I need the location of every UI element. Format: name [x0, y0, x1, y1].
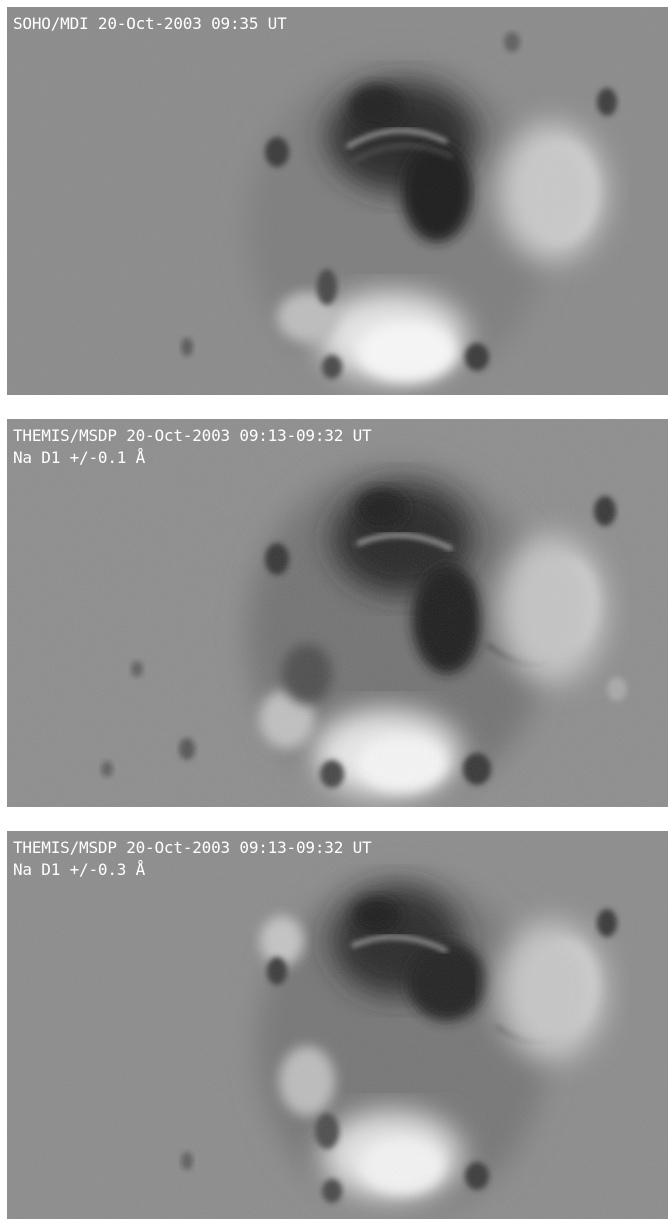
- panel-caption-line-1: THEMIS/MSDP 20-Oct-2003 09:13-09:32 UT: [13, 838, 372, 857]
- magnetogram-image: [7, 419, 668, 807]
- panel-caption-line-2: Na D1 +/-0.1 Å: [13, 448, 146, 467]
- magnetogram-panel-themis-01: THEMIS/MSDP 20-Oct-2003 09:13-09:32 UT N…: [7, 419, 668, 807]
- magnetogram-panel-themis-03: THEMIS/MSDP 20-Oct-2003 09:13-09:32 UT N…: [7, 831, 668, 1219]
- magnetogram-image: [7, 7, 668, 395]
- panel-caption-line-1: SOHO/MDI 20-Oct-2003 09:35 UT: [13, 14, 287, 33]
- panel-caption-line-1: THEMIS/MSDP 20-Oct-2003 09:13-09:32 UT: [13, 426, 372, 445]
- magnetogram-image: [7, 831, 668, 1219]
- magnetogram-panel-soho-mdi: SOHO/MDI 20-Oct-2003 09:35 UT: [7, 7, 668, 395]
- panel-caption-line-2: Na D1 +/-0.3 Å: [13, 860, 146, 879]
